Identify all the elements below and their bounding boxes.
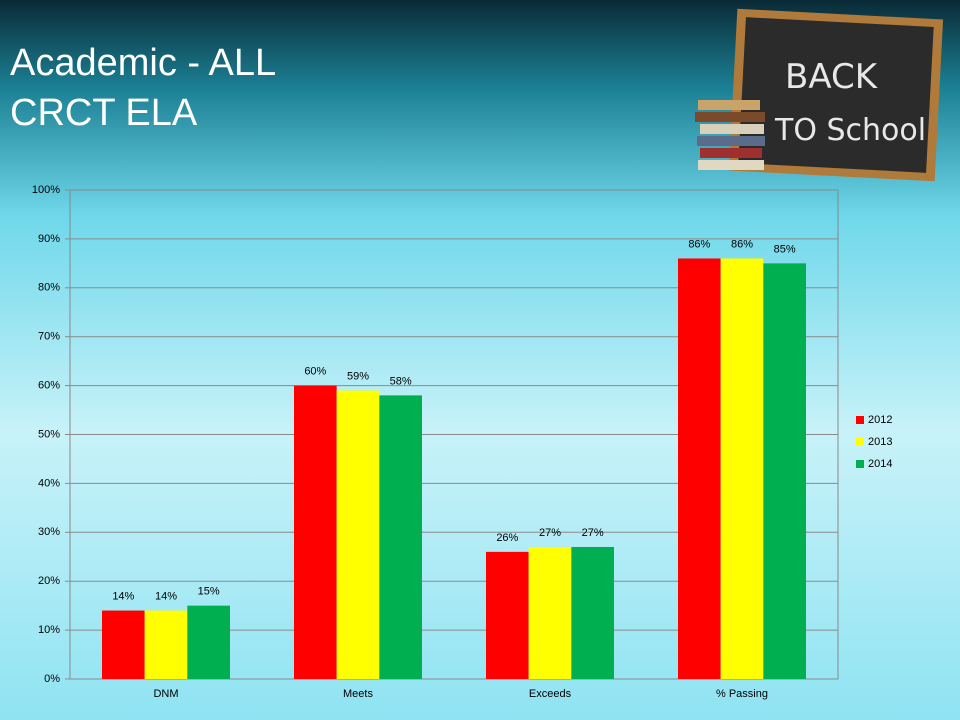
x-tick-label: Meets — [343, 688, 373, 700]
y-tick-label: 40% — [38, 477, 60, 489]
value-label: 14% — [112, 590, 134, 602]
chalk-text: TO School — [774, 113, 926, 148]
bar — [528, 546, 572, 679]
legend-swatch — [856, 416, 864, 424]
y-tick-label: 80% — [38, 282, 60, 294]
value-label: 26% — [496, 532, 518, 544]
x-tick-label: Exceeds — [529, 688, 572, 700]
legend-label: 2012 — [868, 414, 892, 426]
bar — [144, 610, 188, 679]
value-label: 14% — [155, 590, 177, 602]
bar — [678, 258, 721, 679]
bar — [486, 551, 529, 679]
value-label: 27% — [582, 527, 604, 539]
value-label: 15% — [198, 586, 220, 598]
value-label: 85% — [774, 243, 796, 255]
bar — [571, 546, 614, 679]
y-tick-label: 0% — [44, 673, 60, 685]
y-tick-label: 10% — [38, 624, 60, 636]
y-tick-label: 50% — [38, 428, 60, 440]
legend-swatch — [856, 438, 864, 446]
value-label: 27% — [539, 527, 561, 539]
bar — [187, 605, 230, 679]
x-tick-label: DNM — [153, 688, 178, 700]
y-tick-label: 20% — [38, 575, 60, 587]
bar — [720, 258, 764, 679]
bar — [102, 610, 145, 679]
value-label: 86% — [688, 238, 710, 250]
y-tick-label: 90% — [38, 233, 60, 245]
legend-swatch — [856, 460, 864, 468]
value-label: 86% — [731, 238, 753, 250]
bar — [763, 263, 806, 679]
value-label: 58% — [390, 375, 412, 387]
bar — [294, 385, 337, 679]
y-tick-label: 100% — [32, 184, 60, 196]
y-tick-label: 70% — [38, 331, 60, 343]
title: Academic - ALL — [10, 42, 276, 84]
bar — [336, 390, 380, 679]
subtitle: CRCT ELA — [10, 92, 198, 134]
value-label: 60% — [304, 366, 326, 378]
y-tick-label: 30% — [38, 526, 60, 538]
chalkboard-picture: BACK TO School — [695, 8, 944, 182]
legend-label: 2013 — [868, 436, 892, 448]
chalk-text: BACK — [785, 57, 879, 97]
y-tick-label: 60% — [38, 380, 60, 392]
bar — [379, 395, 422, 679]
x-tick-label: % Passing — [716, 688, 768, 700]
value-label: 59% — [347, 370, 369, 382]
legend-label: 2014 — [868, 458, 892, 470]
